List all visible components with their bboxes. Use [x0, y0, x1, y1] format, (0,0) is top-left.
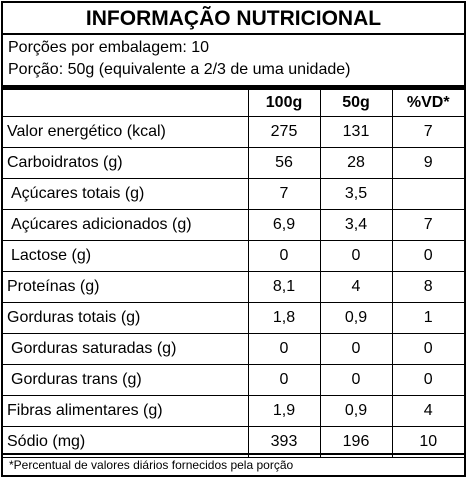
panel-title: INFORMAÇÃO NUTRICIONAL	[3, 3, 464, 35]
value-daily-percent: 8	[391, 271, 464, 303]
table-row: Açúcares totais (g) 7 3,5	[3, 178, 464, 210]
nutrient-name: Sódio (mg)	[3, 426, 249, 458]
value-100g: 7	[247, 178, 321, 210]
nutrition-table: 100g 50g %VD* Valor energético (kcal) 275…	[3, 90, 464, 458]
value-daily-percent	[391, 178, 464, 210]
header-daily-value: %VD*	[391, 90, 464, 117]
value-100g: 0	[247, 333, 321, 365]
table-row: Açúcares adicionados (g) 6,9 3,4 7	[3, 209, 464, 241]
header-per-100g: 100g	[247, 90, 321, 117]
value-100g: 393	[247, 426, 321, 458]
header-nutrient	[3, 90, 249, 117]
nutrient-name: Carboidratos (g)	[3, 147, 249, 179]
value-100g: 6,9	[247, 209, 321, 241]
value-50g: 3,4	[319, 209, 393, 241]
table-row: Lactose (g) 0 0 0	[3, 240, 464, 272]
table-row: Carboidratos (g) 56 28 9	[3, 147, 464, 179]
value-100g: 0	[247, 364, 321, 396]
value-daily-percent: 7	[391, 116, 464, 148]
value-50g: 0	[319, 333, 393, 365]
value-daily-percent: 4	[391, 395, 464, 427]
table-row: Gorduras trans (g) 0 0 0	[3, 364, 464, 396]
value-50g: 28	[319, 147, 393, 179]
nutrient-name: Gorduras saturadas (g)	[3, 333, 249, 365]
nutrient-name: Açúcares totais (g)	[3, 178, 249, 210]
value-100g: 1,8	[247, 302, 321, 334]
table-body: Valor energético (kcal) 275 131 7 Carboidrat…	[3, 116, 464, 458]
value-daily-percent: 10	[391, 426, 464, 458]
value-50g: 131	[319, 116, 393, 148]
value-50g: 0,9	[319, 302, 393, 334]
value-100g: 56	[247, 147, 321, 179]
nutrient-name: Açúcares adicionados (g)	[3, 209, 249, 241]
value-100g: 275	[247, 116, 321, 148]
nutrient-name: Proteínas (g)	[3, 271, 249, 303]
table-header-row: 100g 50g %VD*	[3, 90, 464, 117]
nutrient-name: Gorduras totais (g)	[3, 302, 249, 334]
thick-divider	[3, 85, 464, 90]
value-100g: 0	[247, 240, 321, 272]
value-50g: 0	[319, 240, 393, 272]
value-daily-percent: 1	[391, 302, 464, 334]
footnote: *Percentual de valores diários fornecido…	[9, 458, 294, 472]
value-50g: 3,5	[319, 178, 393, 210]
value-50g: 4	[319, 271, 393, 303]
nutrition-facts-panel: INFORMAÇÃO NUTRICIONAL Porções por embal…	[1, 1, 466, 477]
nutrient-name: Fibras alimentares (g)	[3, 395, 249, 427]
table-row: Sódio (mg) 393 196 10	[3, 426, 464, 458]
table-row: Proteínas (g) 8,1 4 8	[3, 271, 464, 303]
footer-divider	[3, 453, 464, 455]
nutrient-name: Gorduras trans (g)	[3, 364, 249, 396]
value-daily-percent: 9	[391, 147, 464, 179]
table-row: Valor energético (kcal) 275 131 7	[3, 116, 464, 148]
value-daily-percent: 7	[391, 209, 464, 241]
value-100g: 1,9	[247, 395, 321, 427]
value-100g: 8,1	[247, 271, 321, 303]
value-50g: 0	[319, 364, 393, 396]
header-per-50g: 50g	[319, 90, 393, 117]
value-daily-percent: 0	[391, 240, 464, 272]
servings-per-package: Porções por embalagem: 10	[8, 39, 209, 56]
table-row: Fibras alimentares (g) 1,9 0,9 4	[3, 395, 464, 427]
value-daily-percent: 0	[391, 364, 464, 396]
nutrient-name: Valor energético (kcal)	[3, 116, 249, 148]
table-row: Gorduras totais (g) 1,8 0,9 1	[3, 302, 464, 334]
portion-size: Porção: 50g (equivalente a 2/3 de uma un…	[8, 61, 351, 78]
nutrient-name: Lactose (g)	[3, 240, 249, 272]
value-50g: 0,9	[319, 395, 393, 427]
table-row: Gorduras saturadas (g) 0 0 0	[3, 333, 464, 365]
value-daily-percent: 0	[391, 333, 464, 365]
